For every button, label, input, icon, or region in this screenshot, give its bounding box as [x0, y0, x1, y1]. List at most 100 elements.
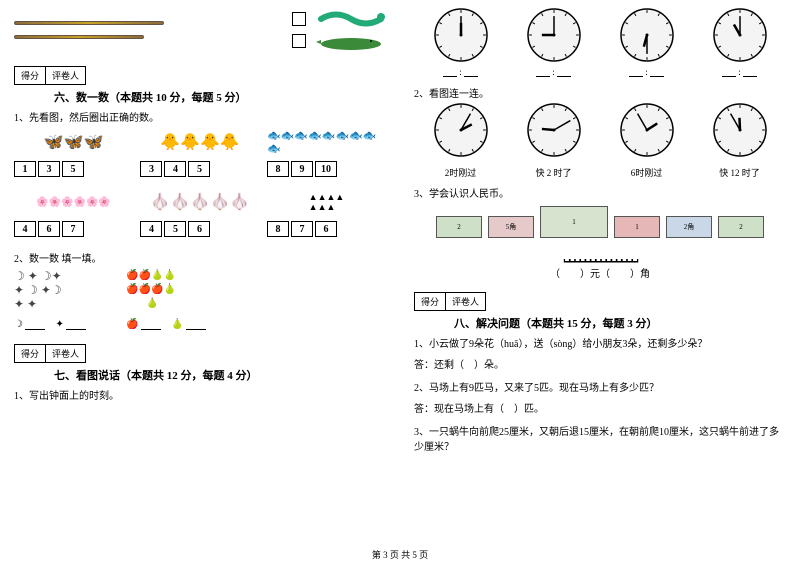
numrow-b1: 345 [140, 161, 259, 177]
rope-2 [14, 35, 144, 39]
moon-star-icons: ☽ ✦ ☽✦✦ ☽ ✦☽✦ ✦ [14, 269, 86, 311]
numrow-b2: 456 [140, 221, 259, 237]
clock-row-top [414, 8, 786, 65]
fish-icon: 🐟🐟🐟🐟🐟🐟🐟🐟🐟 [267, 127, 386, 157]
num-choice[interactable]: 5 [188, 161, 210, 177]
grader-label-7: 评卷人 [46, 345, 85, 362]
num-choice[interactable]: 5 [164, 221, 186, 237]
num-choice[interactable]: 10 [315, 161, 337, 177]
clock-icon [527, 103, 581, 160]
clock-icon [434, 8, 488, 65]
money-row: 2 5角 11 2角 2 [414, 206, 786, 238]
apple-pear-icons: 🍎🍎🍐🍐🍎🍎🍎🍐 🍐 [126, 269, 206, 311]
q7-3: 3、学会认识人民币。 [414, 185, 786, 200]
num-choice[interactable]: 1 [14, 161, 36, 177]
count-grid-top: 🦋🦋🦋 135 🐥🐥🐥🐥 345 🐟🐟🐟🐟🐟🐟🐟🐟🐟 8910 [14, 127, 386, 187]
blank-4[interactable] [186, 320, 206, 330]
clock-blanks-top: : : : : [414, 65, 786, 77]
clock-icon [620, 103, 674, 160]
time-blank[interactable]: : [527, 67, 581, 77]
snake-icon [316, 8, 386, 30]
numrow-a1: 135 [14, 161, 133, 177]
a8-2: 答：现在马场上有（ ）匹。 [414, 400, 786, 415]
count-grid-bottom: 🌸🌸🌸🌸🌸🌸 467 🧄🧄🧄🧄🧄 456 ▲▲▲▲▲▲▲ 876 [14, 187, 386, 247]
moon-icon: ☽ [14, 319, 23, 330]
num-choice[interactable]: 6 [315, 221, 337, 237]
animal-icons [316, 8, 386, 52]
checkbox-2[interactable] [292, 34, 306, 48]
clock-icon [713, 8, 767, 65]
score-label-8: 得分 [415, 293, 446, 310]
score-box-8: 得分 评卷人 [414, 292, 486, 311]
section-6-title: 六、数一数（本题共 10 分，每题 5 分） [54, 89, 386, 105]
triangles-icon: ▲▲▲▲▲▲▲ [267, 187, 386, 217]
time-blank[interactable]: : [620, 67, 674, 77]
num-choice[interactable]: 8 [267, 221, 289, 237]
blank-3[interactable] [141, 320, 161, 330]
section-7-title: 七、看图说话（本题共 12 分，每题 4 分） [54, 367, 386, 383]
num-choice[interactable]: 8 [267, 161, 289, 177]
flowers-icon: 🌸🌸🌸🌸🌸🌸 [14, 187, 133, 217]
clock-icon [620, 8, 674, 65]
page-footer: 第 3 页 共 5 页 [0, 548, 800, 561]
score-label-7: 得分 [15, 345, 46, 362]
num-choice[interactable]: 3 [38, 161, 60, 177]
grader-label: 评卷人 [46, 67, 85, 84]
score-box-7: 得分 评卷人 [14, 344, 86, 363]
clock-labels-row: 2时刚过 快 2 时了 6时刚过 快 12 时了 [414, 164, 786, 179]
blank-1[interactable] [25, 320, 45, 330]
score-label: 得分 [15, 67, 46, 84]
clock-icon [434, 103, 488, 160]
pear-icon: 🍐 [171, 319, 183, 330]
num-choice[interactable]: 4 [164, 161, 186, 177]
num-choice[interactable]: 5 [62, 161, 84, 177]
clock-row-mid [414, 103, 786, 160]
num-choice[interactable]: 6 [188, 221, 210, 237]
banknote-icon: 2 [436, 216, 482, 238]
garlic-icon: 🧄🧄🧄🧄🧄 [140, 187, 259, 217]
crocodile-icon [316, 32, 386, 52]
numrow-c2: 876 [267, 221, 386, 237]
time-blank[interactable]: : [713, 67, 767, 77]
clock-label: 2时刚过 [431, 166, 491, 179]
brace-icon: ⎵⎵⎵⎵⎵⎵⎵⎵⎵⎵⎵⎵⎵⎵ [414, 242, 786, 263]
q8-2: 2、马场上有9匹马，又来了5匹。现在马场上有多少匹？ [414, 379, 786, 394]
rope-1 [14, 21, 164, 25]
grader-label-8: 评卷人 [446, 293, 485, 310]
time-blank[interactable]: : [434, 67, 488, 77]
right-column: : : : : 2、看图连一连。 2时刚过 快 2 时了 6时刚过 快 12 时了 3… [400, 0, 800, 540]
clock-label: 6时刚过 [617, 166, 677, 179]
numrow-c1: 8910 [267, 161, 386, 177]
clock-label: 快 12 时了 [710, 166, 770, 179]
num-choice[interactable]: 7 [62, 221, 84, 237]
numrow-a2: 467 [14, 221, 133, 237]
star-icon: ✦ [55, 319, 63, 330]
banknote-icon: 5角 [488, 216, 534, 238]
chicks-icon: 🐥🐥🐥🐥 [140, 127, 259, 157]
butterflies-icon: 🦋🦋🦋 [14, 127, 133, 157]
banknote-icon: 1 [540, 206, 608, 238]
q8-3: 3、一只蜗牛向前爬25厘米，又朝后退15厘米，在朝前爬10厘米，这只蜗牛前进了多… [414, 423, 786, 453]
a8-1: 答：还剩（ ）朵。 [414, 356, 786, 371]
num-choice[interactable]: 6 [38, 221, 60, 237]
money-answer: （ ）元（ ）角 [414, 265, 786, 280]
apple-icon: 🍎 [126, 319, 138, 330]
checkbox-1[interactable] [292, 12, 306, 26]
q6-2: 2、数一数 填一填。 [14, 250, 386, 265]
banknote-icon: 2角 [666, 216, 712, 238]
num-choice[interactable]: 7 [291, 221, 313, 237]
banknote-icon: 1 [614, 216, 660, 238]
clock-label: 快 2 时了 [524, 166, 584, 179]
blank-2[interactable] [66, 320, 86, 330]
q7-2: 2、看图连一连。 [414, 85, 786, 100]
num-choice[interactable]: 4 [140, 221, 162, 237]
left-column: 得分 评卷人 六、数一数（本题共 10 分，每题 5 分） 1、先看图，然后圈出… [0, 0, 400, 540]
clock-icon [527, 8, 581, 65]
num-choice[interactable]: 3 [140, 161, 162, 177]
num-choice[interactable]: 9 [291, 161, 313, 177]
clock-icon [713, 103, 767, 160]
count-fill: ☽ ✦ ☽✦✦ ☽ ✦☽✦ ✦ ☽ ✦ 🍎🍎🍐🍐🍎🍎🍎🍐 🍐 🍎 🍐 [14, 269, 386, 330]
banknote-icon: 2 [718, 216, 764, 238]
num-choice[interactable]: 4 [14, 221, 36, 237]
q7-1: 1、写出钟面上的时刻。 [14, 387, 386, 402]
